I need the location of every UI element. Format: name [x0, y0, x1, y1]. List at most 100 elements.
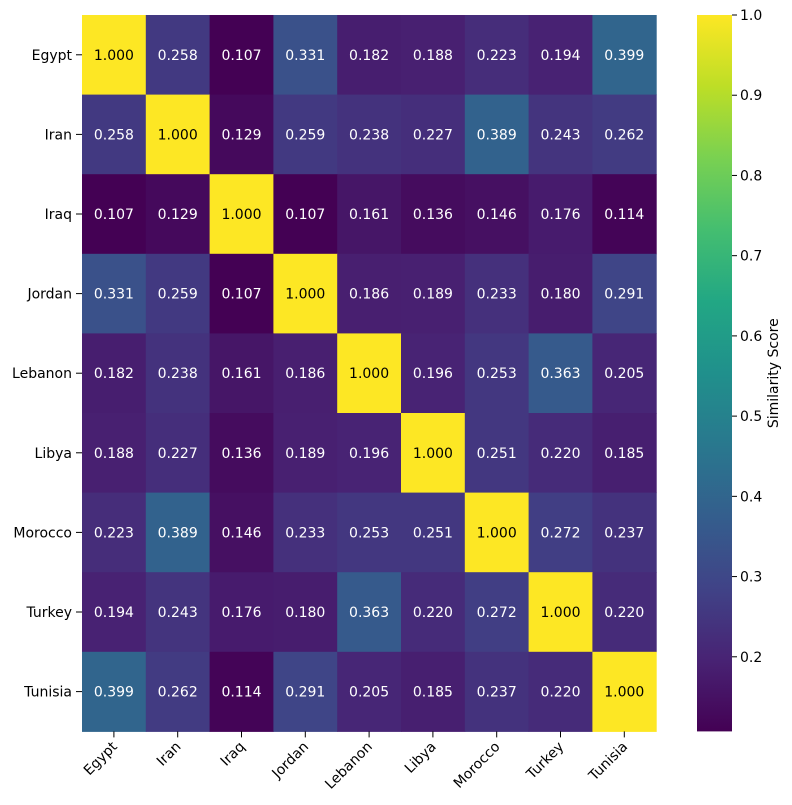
heatmap-cell — [464, 253, 530, 334]
x-tick-label: Egypt — [81, 739, 121, 779]
heatmap-cell — [592, 651, 657, 732]
x-tick-label: Morocco — [451, 739, 504, 792]
colorbar-tick-label: 0.5 — [740, 409, 762, 425]
heatmap-cell — [337, 333, 402, 414]
heatmap-cell-value: 0.205 — [604, 366, 644, 382]
heatmap-cell — [209, 333, 274, 414]
heatmap-cell — [592, 15, 657, 96]
x-tick-label: Tunisia — [585, 739, 631, 785]
heatmap-cell — [209, 253, 274, 334]
heatmap-cells — [82, 15, 657, 732]
heatmap-cell-value: 0.185 — [604, 446, 644, 462]
heatmap-cell — [273, 572, 338, 653]
heatmap-cell-value: 0.227 — [158, 446, 198, 462]
heatmap-cell — [592, 413, 657, 494]
heatmap-cell — [464, 413, 530, 494]
y-tick-label: Turkey — [25, 605, 72, 621]
heatmap-cell — [528, 492, 593, 573]
heatmap-cell-value: 0.237 — [604, 525, 644, 541]
heatmap-cell-value: 1.000 — [477, 525, 517, 541]
heatmap-cell-value: 0.220 — [413, 605, 453, 621]
heatmap-cell-value: 0.363 — [349, 605, 389, 621]
y-tick-label: Egypt — [32, 48, 73, 64]
y-tick-label: Jordan — [26, 287, 72, 303]
heatmap-cell — [464, 492, 530, 573]
heatmap-cell-value: 1.000 — [285, 287, 325, 303]
heatmap-cell-value: 0.272 — [477, 605, 517, 621]
colorbar-tick-label: 0.2 — [740, 650, 762, 666]
heatmap-cell-value: 0.107 — [285, 207, 325, 223]
heatmap-cell — [464, 333, 530, 414]
heatmap-cell-value: 1.000 — [540, 605, 580, 621]
heatmap-cell — [145, 413, 211, 494]
x-tick-label: Iraq — [218, 739, 249, 770]
heatmap-cell — [145, 492, 211, 573]
heatmap-cell — [273, 651, 338, 732]
colorbar-tick-label: 1.0 — [740, 8, 762, 24]
heatmap-cell — [401, 333, 466, 414]
heatmap-cell-value: 0.176 — [221, 605, 261, 621]
heatmap-cell — [145, 253, 211, 334]
heatmap-cell-value: 0.243 — [540, 127, 580, 143]
heatmap-cell — [82, 253, 147, 334]
heatmap-cell — [273, 333, 338, 414]
heatmap-cell — [337, 651, 402, 732]
heatmap-cell — [592, 94, 657, 175]
heatmap-cell — [401, 253, 466, 334]
heatmap-cell-value: 0.186 — [349, 287, 389, 303]
heatmap-cell — [464, 174, 530, 255]
heatmap-cell — [82, 492, 147, 573]
heatmap-cell — [82, 333, 147, 414]
heatmap-cell — [337, 174, 402, 255]
heatmap-cell-value: 0.262 — [604, 127, 644, 143]
heatmap-cell-value: 0.237 — [477, 685, 517, 701]
heatmap-cell-value: 1.000 — [413, 446, 453, 462]
y-tick-label: Libya — [35, 446, 72, 462]
heatmap-cell — [209, 413, 274, 494]
y-tick-label: Lebanon — [12, 366, 72, 382]
heatmap-cell — [273, 174, 338, 255]
heatmap-cell-value: 0.129 — [158, 207, 198, 223]
heatmap-cell-value: 0.188 — [94, 446, 134, 462]
heatmap-cell — [337, 253, 402, 334]
heatmap-cell-value: 0.220 — [540, 685, 580, 701]
heatmap-cell — [464, 94, 530, 175]
heatmap-cell-value: 0.259 — [158, 287, 198, 303]
heatmap-cell — [209, 492, 274, 573]
heatmap-cell — [401, 174, 466, 255]
heatmap-cell-value: 0.258 — [158, 48, 198, 64]
heatmap-cell — [145, 174, 211, 255]
heatmap-cell-value: 0.146 — [221, 525, 261, 541]
heatmap-cell — [528, 15, 593, 96]
heatmap-cell-labels: 1.000 0.258 0.107 0.331 0.182 0.188 0.223 0.194… — [94, 48, 645, 701]
colorbar-tick-label: 0.8 — [740, 168, 762, 184]
heatmap-cell-value: 0.363 — [540, 366, 580, 382]
heatmap-cell — [528, 253, 593, 334]
heatmap-cell — [145, 15, 211, 96]
heatmap-cell — [337, 492, 402, 573]
heatmap-cell-value: 0.272 — [540, 525, 580, 541]
heatmap-cell-value: 0.258 — [94, 127, 134, 143]
colorbar-tick-label: 0.3 — [740, 570, 762, 586]
heatmap-cell-value: 0.114 — [604, 207, 644, 223]
heatmap-cell-value: 0.389 — [158, 525, 198, 541]
heatmap-cell — [592, 333, 657, 414]
y-tick-label: Iraq — [45, 207, 72, 223]
heatmap-cell-value: 0.186 — [285, 366, 325, 382]
heatmap-cell — [145, 333, 211, 414]
heatmap-cell — [145, 572, 211, 653]
heatmap-cell — [464, 15, 530, 96]
heatmap-cell-value: 0.129 — [221, 127, 261, 143]
heatmap-cell — [209, 572, 274, 653]
heatmap-cell-value: 0.399 — [604, 48, 644, 64]
heatmap-cell — [401, 413, 466, 494]
heatmap-cell — [528, 572, 593, 653]
heatmap-cell — [401, 15, 466, 96]
heatmap-cell-value: 1.000 — [94, 48, 134, 64]
colorbar-tick-label: 0.9 — [740, 88, 762, 104]
heatmap-cell — [592, 174, 657, 255]
heatmap-cell-value: 0.196 — [413, 366, 453, 382]
heatmap-cell — [209, 651, 274, 732]
heatmap-cell — [145, 94, 211, 175]
y-tick-label: Tunisia — [23, 685, 72, 701]
